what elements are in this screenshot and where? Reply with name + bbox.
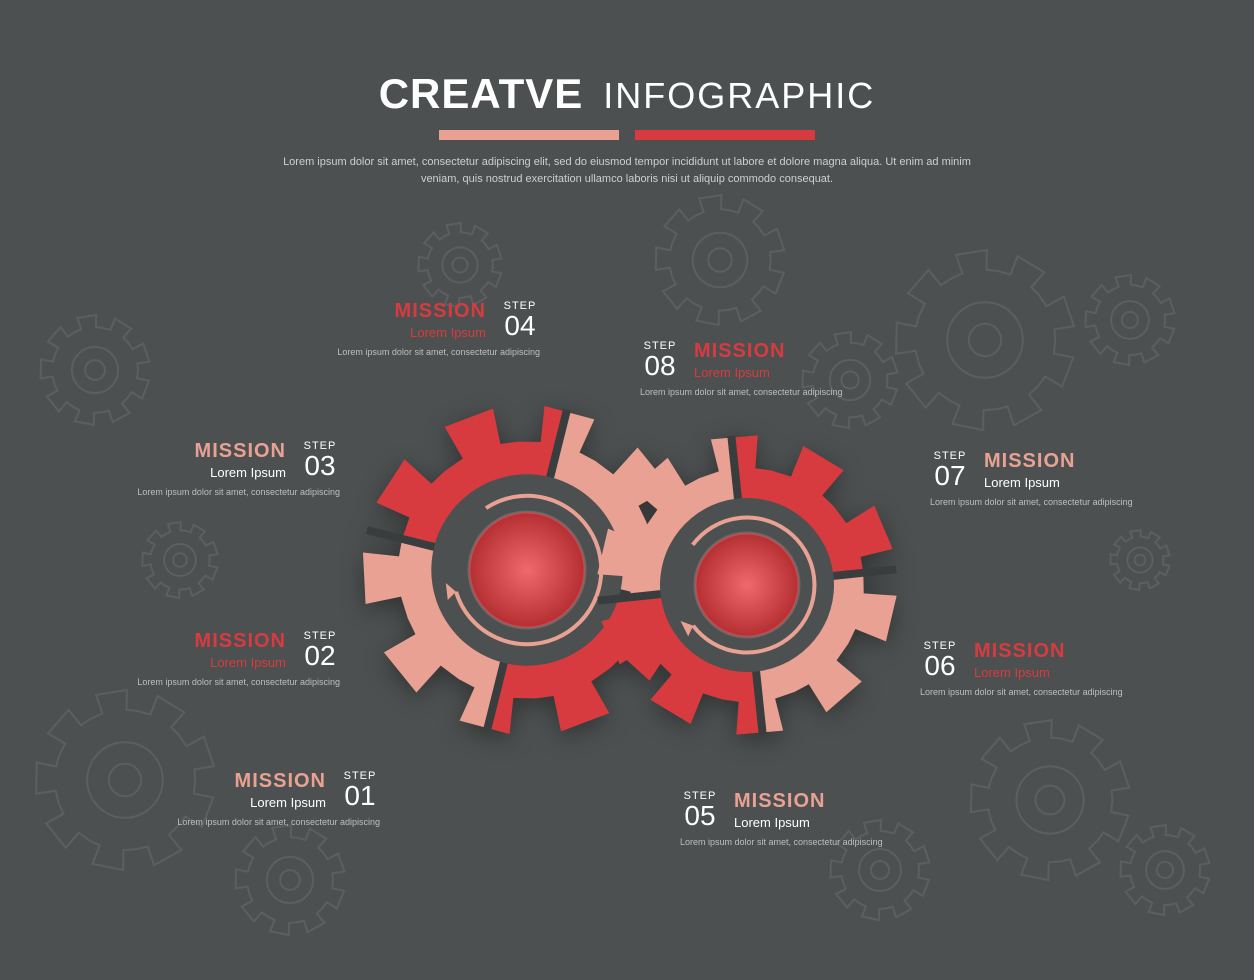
step-sub: Lorem Ipsum [984,475,1075,490]
step-mission-label: MISSION [734,790,825,813]
step-desc: Lorem ipsum dolor sit amet, consectetur … [920,686,1150,699]
step-number: 06 [924,652,955,680]
title-thin: INFOGRAPHIC [603,75,875,117]
step-02: MISSION Lorem Ipsum STEP 02 Lorem ipsum … [80,630,340,689]
step-number: 01 [344,782,375,810]
step-05: MISSION Lorem Ipsum STEP 05 Lorem ipsum … [680,790,940,849]
step-07: MISSION Lorem Ipsum STEP 07 Lorem ipsum … [930,450,1190,509]
step-sub: Lorem Ipsum [395,325,486,340]
infographic-stage: CREATVE INFOGRAPHIC Lorem ipsum dolor si… [0,0,1254,980]
accent-bar-right [635,130,815,140]
title: CREATVE INFOGRAPHIC [379,70,876,118]
accent-bar-left [439,130,619,140]
step-sub: Lorem Ipsum [235,795,326,810]
step-sub: Lorem Ipsum [195,465,286,480]
step-number: 02 [304,642,335,670]
step-sub: Lorem Ipsum [195,655,286,670]
step-desc: Lorem ipsum dolor sit amet, consectetur … [110,486,340,499]
step-desc: Lorem ipsum dolor sit amet, consectetur … [930,496,1160,509]
step-04: MISSION Lorem Ipsum STEP 04 Lorem ipsum … [280,300,540,359]
step-01: MISSION Lorem Ipsum STEP 01 Lorem ipsum … [120,770,380,829]
header: CREATVE INFOGRAPHIC Lorem ipsum dolor si… [0,70,1254,187]
step-mission-label: MISSION [395,300,486,323]
step-number: 05 [684,802,715,830]
step-sub: Lorem Ipsum [694,365,785,380]
step-desc: Lorem ipsum dolor sit amet, consectetur … [680,836,910,849]
step-desc: Lorem ipsum dolor sit amet, consectetur … [310,346,540,359]
step-03: MISSION Lorem Ipsum STEP 03 Lorem ipsum … [80,440,340,499]
step-08: MISSION Lorem Ipsum STEP 08 Lorem ipsum … [640,340,900,399]
step-mission-label: MISSION [974,640,1065,663]
subtitle: Lorem ipsum dolor sit amet, consectetur … [277,154,977,187]
step-06: MISSION Lorem Ipsum STEP 06 Lorem ipsum … [920,640,1180,699]
step-number: 04 [504,312,535,340]
step-number: 07 [934,462,965,490]
main-gears [327,380,927,760]
step-desc: Lorem ipsum dolor sit amet, consectetur … [640,386,870,399]
step-mission-label: MISSION [235,770,326,793]
step-sub: Lorem Ipsum [974,665,1065,680]
step-mission-label: MISSION [984,450,1075,473]
step-mission-label: MISSION [195,630,286,653]
step-number: 08 [644,352,675,380]
step-mission-label: MISSION [195,440,286,463]
step-mission-label: MISSION [694,340,785,363]
step-sub: Lorem Ipsum [734,815,825,830]
step-desc: Lorem ipsum dolor sit amet, consectetur … [150,816,380,829]
accent-bars [0,130,1254,140]
title-bold: CREATVE [379,70,584,118]
step-number: 03 [304,452,335,480]
step-desc: Lorem ipsum dolor sit amet, consectetur … [110,676,340,689]
